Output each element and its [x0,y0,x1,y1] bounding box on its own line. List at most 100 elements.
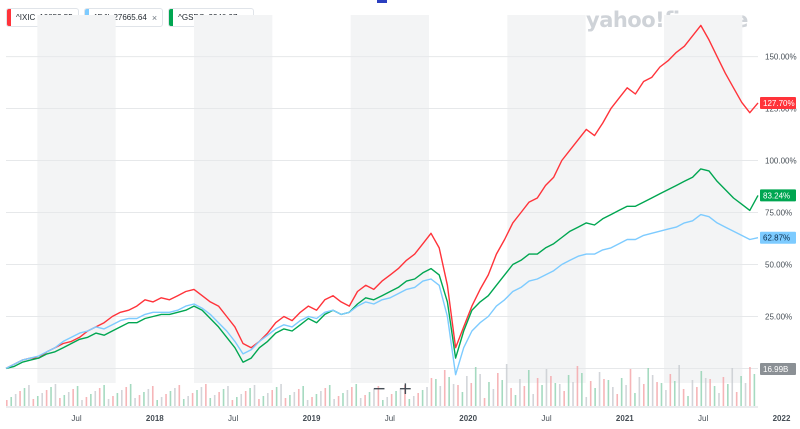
volume-bar [505,364,508,406]
volume-bar [355,384,358,406]
volume-bar [174,388,176,406]
volume-bar [346,390,349,406]
volume-bar [165,394,167,406]
volume-bar [651,375,654,406]
volume-bar [143,392,145,406]
volume-bar [642,384,645,406]
volume-bar [85,397,88,406]
last-value-tag [760,231,796,244]
volume-bar [474,367,477,406]
volume-bar [200,387,203,406]
volume-bar [275,387,278,406]
volume-bar [483,398,486,406]
volume-bar [421,390,424,406]
y-tick-label: 50.00% [765,260,792,269]
volume-bar [501,380,504,406]
volume-bar [293,392,296,406]
volume-bar [731,368,734,406]
volume-bar [594,388,596,406]
volume-bar [94,391,97,406]
x-tick-label: Jul [71,414,81,423]
volume-bar [328,385,331,406]
volume-bar [691,380,694,406]
volume-bar [244,391,247,406]
volume-bar [50,387,52,406]
volume-bar [45,390,48,406]
volume-bar [625,385,627,406]
volume-bar [404,385,406,406]
last-value-label: 127.70% [763,99,795,108]
volume-bar [14,394,17,406]
volume-bar [90,394,92,406]
volume-bar [665,390,667,406]
series-line [5,213,759,376]
volume-bars [6,364,756,406]
volume-bar [54,384,57,406]
volume-bar [497,373,499,406]
volume-bar [227,386,229,406]
volume-bar [523,386,526,406]
x-tick-label: 2022 [773,414,791,423]
volume-bar [461,392,464,406]
volume-bar [704,378,707,406]
last-value-tag [760,189,796,202]
volume-bar [364,395,366,406]
volume-bar [271,390,274,406]
volume-bar [412,396,415,406]
volume-bar [660,383,663,406]
series-lines [5,24,759,376]
volume-bar [514,395,517,406]
volume-bar [576,366,579,406]
y-tick-label: 100.00% [765,157,797,166]
x-tick-label: Jul [228,414,238,423]
y-tick-label: 125.00% [765,105,797,114]
x-tick-label: Jul [541,414,551,423]
volume-bar [134,398,136,406]
volume-bar [656,382,658,406]
volume-bar [572,382,574,406]
shaded-period-band [194,15,273,383]
volume-bar [253,385,256,406]
legend-swatch [169,9,174,26]
volume-bar [182,399,185,406]
volume-bar [541,385,543,406]
volume-bar [98,388,101,406]
x-tick-label: 2020 [459,414,477,423]
volume-bar [620,378,623,406]
last-value-label: 83.24% [763,191,790,200]
volume-bar [306,400,309,406]
volume-bar [479,374,481,406]
volume-bar [28,385,30,406]
volume-bar [390,394,393,406]
volume-bar [262,396,265,406]
zoom-out-button[interactable]: − [372,379,387,399]
volume-bar [687,396,689,406]
x-tick-label: Jul [698,414,708,423]
volume-bar [342,393,344,406]
x-tick-label: Jul [385,414,395,423]
volume-bar [550,376,552,406]
volume-bar [191,393,194,406]
volume-bar [558,384,561,406]
volume-bar [205,384,207,406]
last-value-tag [760,96,796,109]
volume-bar [32,399,35,406]
volume-bar [581,373,583,406]
volume-bar [351,387,353,406]
volume-bar [435,379,437,406]
volume-bar [709,379,711,406]
volume-bar [443,370,446,406]
volume-bar [156,400,158,406]
volume-tag [760,363,796,375]
volume-bar [395,391,397,406]
zoom-in-button[interactable]: + [398,379,413,399]
close-icon[interactable]: × [151,12,158,23]
volume-bar [603,379,605,406]
volume-bar [669,374,672,406]
volume-bar [696,387,698,406]
volume-bar [713,386,716,406]
x-axis: Jul 2018 Jul 2019 Jul 2020 Jul 2021 Jul 2022 [6,406,791,423]
volume-bar [629,369,632,406]
volume-bar [700,371,703,406]
